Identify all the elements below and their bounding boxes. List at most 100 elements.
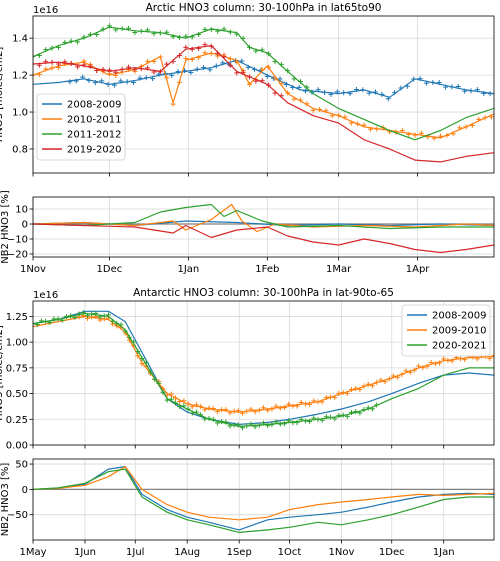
x-tick-label: 1Jan [177, 264, 199, 275]
plus-marker-2011-2012 [183, 33, 189, 39]
plus-marker-2020-2021 [231, 422, 237, 428]
plus-marker-2009-2010 [353, 385, 359, 391]
plus-marker-2009-2010 [172, 395, 178, 401]
plus-marker-2009-2010 [328, 394, 334, 400]
plus-marker-2010-2011 [438, 133, 444, 139]
plus-marker-2008-2009 [328, 91, 334, 97]
plus-marker-2009-2010 [298, 400, 304, 406]
plus-marker-2020-2021 [328, 414, 334, 420]
plus-marker-2008-2009 [443, 84, 449, 90]
plus-marker-2020-2021 [244, 423, 250, 429]
plus-marker-2010-2011 [33, 72, 36, 78]
plus-marker-2009-2010 [365, 381, 371, 387]
offset-text: 1e16 [33, 5, 58, 16]
plus-marker-2011-2012 [285, 68, 291, 74]
plus-marker-2008-2009 [436, 80, 442, 86]
plus-marker-2019-2020 [138, 66, 144, 72]
plus-marker-2019-2020 [62, 59, 68, 65]
plus-marker-2020-2021 [302, 418, 308, 424]
y-tick-label: 0.25 [6, 415, 28, 426]
plus-marker-2020-2021 [59, 317, 65, 323]
plus-marker-2019-2020 [68, 60, 74, 66]
plus-marker-2020-2021 [269, 422, 275, 428]
plus-marker-2020-2021 [122, 328, 128, 334]
legend-label: 2008-2009 [67, 100, 122, 111]
plus-marker-2008-2009 [175, 69, 181, 75]
panel-1: 0.8 1.0 1.2 1.4 HNO3 [molec/cm2] Arctic HNO3 … [0, 2, 495, 177]
plus-marker-2010-2011 [342, 114, 348, 120]
plus-marker-2020-2021 [189, 410, 195, 416]
plus-marker-2008-2009 [360, 87, 366, 93]
plus-marker-2008-2009 [67, 79, 73, 85]
plus-marker-2009-2010 [290, 403, 296, 409]
offset-text: 1e16 [33, 290, 58, 301]
plus-marker-2009-2010 [449, 358, 455, 364]
legend-label: 2008-2009 [432, 311, 487, 322]
plus-marker-2019-2020 [87, 63, 93, 69]
plus-marker-2019-2020 [164, 61, 170, 67]
plus-marker-2020-2021 [126, 334, 132, 340]
plus-marker-2011-2012 [81, 34, 87, 40]
plus-marker-2019-2020 [43, 59, 49, 65]
plus-marker-2009-2010 [420, 365, 426, 371]
y-axis-label: NB2 HNO3 [%] [0, 463, 11, 537]
y-tick-label: 10 [15, 205, 28, 216]
plus-marker-2009-2010 [223, 407, 229, 413]
plus-marker-2020-2021 [219, 419, 225, 425]
plus-marker-2009-2010 [428, 360, 434, 366]
plus-marker-2011-2012 [304, 84, 310, 90]
plus-marker-2010-2011 [246, 81, 252, 87]
plus-marker-2019-2020 [240, 69, 246, 75]
legend-label: 2010-2011 [67, 115, 122, 126]
plus-marker-2009-2010 [252, 409, 258, 415]
plus-marker-2011-2012 [253, 48, 259, 54]
plus-marker-2008-2009 [341, 90, 347, 96]
plus-marker-2020-2021 [223, 419, 229, 425]
plus-marker-2020-2021 [160, 389, 166, 395]
plus-marker-2009-2010 [281, 405, 287, 411]
plus-marker-2011-2012 [208, 27, 214, 33]
plus-marker-2020-2021 [294, 420, 300, 426]
plus-marker-2019-2020 [81, 62, 87, 68]
plus-marker-2020-2021 [240, 425, 246, 431]
plus-marker-2020-2021 [118, 322, 124, 328]
plus-marker-2019-2020 [157, 69, 163, 75]
plus-marker-2008-2009 [392, 90, 398, 96]
plus-marker-2010-2011 [43, 66, 49, 72]
plus-marker-2008-2009 [252, 66, 258, 72]
plus-marker-2010-2011 [450, 131, 456, 137]
plus-marker-2011-2012 [240, 35, 246, 41]
plus-marker-2010-2011 [304, 101, 310, 107]
plus-marker-2020-2021 [68, 313, 74, 319]
plus-marker-2009-2010 [307, 401, 313, 407]
plus-marker-2020-2021 [164, 397, 170, 403]
plus-marker-2008-2009 [493, 91, 494, 93]
x-tick-label: 1Aug [174, 547, 200, 558]
series-line-2020-2021 [33, 312, 494, 428]
plus-marker-2008-2009 [398, 85, 404, 91]
plus-marker-2010-2011 [227, 56, 233, 62]
plus-marker-2009-2010 [311, 398, 317, 404]
plus-marker-2009-2010 [214, 409, 220, 415]
plus-marker-2008-2009 [449, 84, 455, 90]
plus-marker-2020-2021 [261, 420, 266, 426]
plus-marker-2019-2020 [94, 68, 100, 74]
plus-marker-2011-2012 [259, 47, 265, 53]
plus-marker-2010-2011 [272, 75, 278, 81]
plus-marker-2019-2020 [259, 78, 265, 84]
plus-marker-2011-2012 [36, 53, 42, 59]
panel-2: −20 −10 0 10 1Nov 1Dec 1Jan 1Feb 1Mar 1Apr NB2 HNO… [0, 190, 495, 275]
plus-marker-2010-2011 [457, 125, 463, 131]
plus-marker-2008-2009 [131, 80, 137, 86]
plus-marker-2008-2009 [245, 64, 251, 70]
plus-marker-2008-2009 [404, 83, 410, 89]
plus-marker-2009-2010 [357, 387, 363, 393]
plus-marker-2011-2012 [278, 61, 284, 67]
plus-marker-2010-2011 [202, 50, 208, 56]
plus-marker-2009-2010 [273, 403, 279, 409]
plus-marker-2020-2021 [202, 416, 208, 422]
x-tick-label: 1May [19, 547, 46, 558]
plus-marker-2010-2011 [323, 108, 329, 114]
plus-marker-2020-2021 [361, 406, 367, 412]
